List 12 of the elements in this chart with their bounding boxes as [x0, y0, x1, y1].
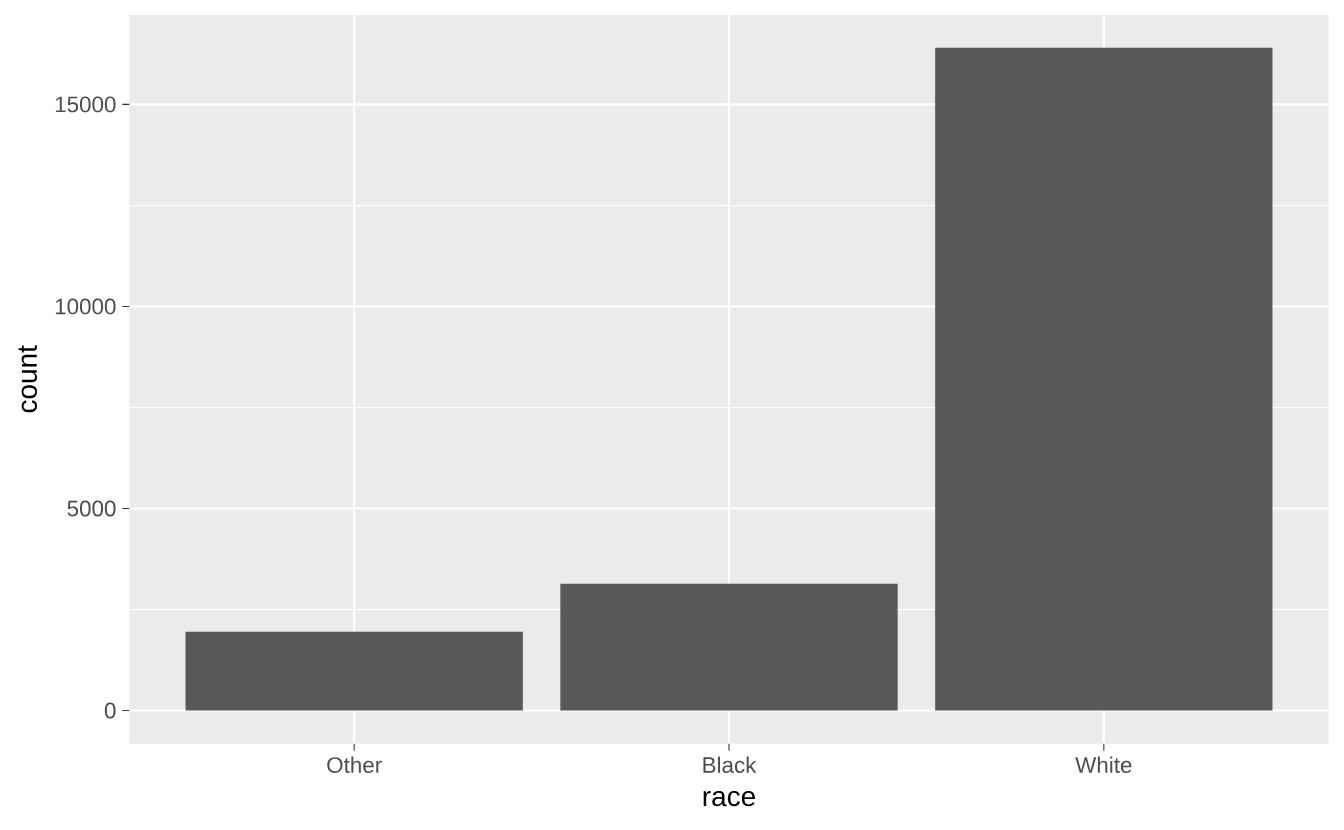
bar — [560, 583, 898, 711]
x-tick-label: Black — [703, 756, 757, 773]
y-tick-label: 0 — [104, 702, 116, 719]
x-tick-label: Other — [327, 756, 382, 773]
y-tick-label: 5000 — [67, 500, 116, 517]
x-tick-label: White — [1075, 756, 1132, 773]
y-axis-title: count — [18, 345, 37, 413]
bar — [935, 47, 1273, 711]
y-tick-label: 15000 — [55, 96, 116, 113]
x-axis-title: race — [703, 790, 755, 807]
y-tick-label: 10000 — [55, 298, 116, 315]
bar — [185, 631, 523, 711]
